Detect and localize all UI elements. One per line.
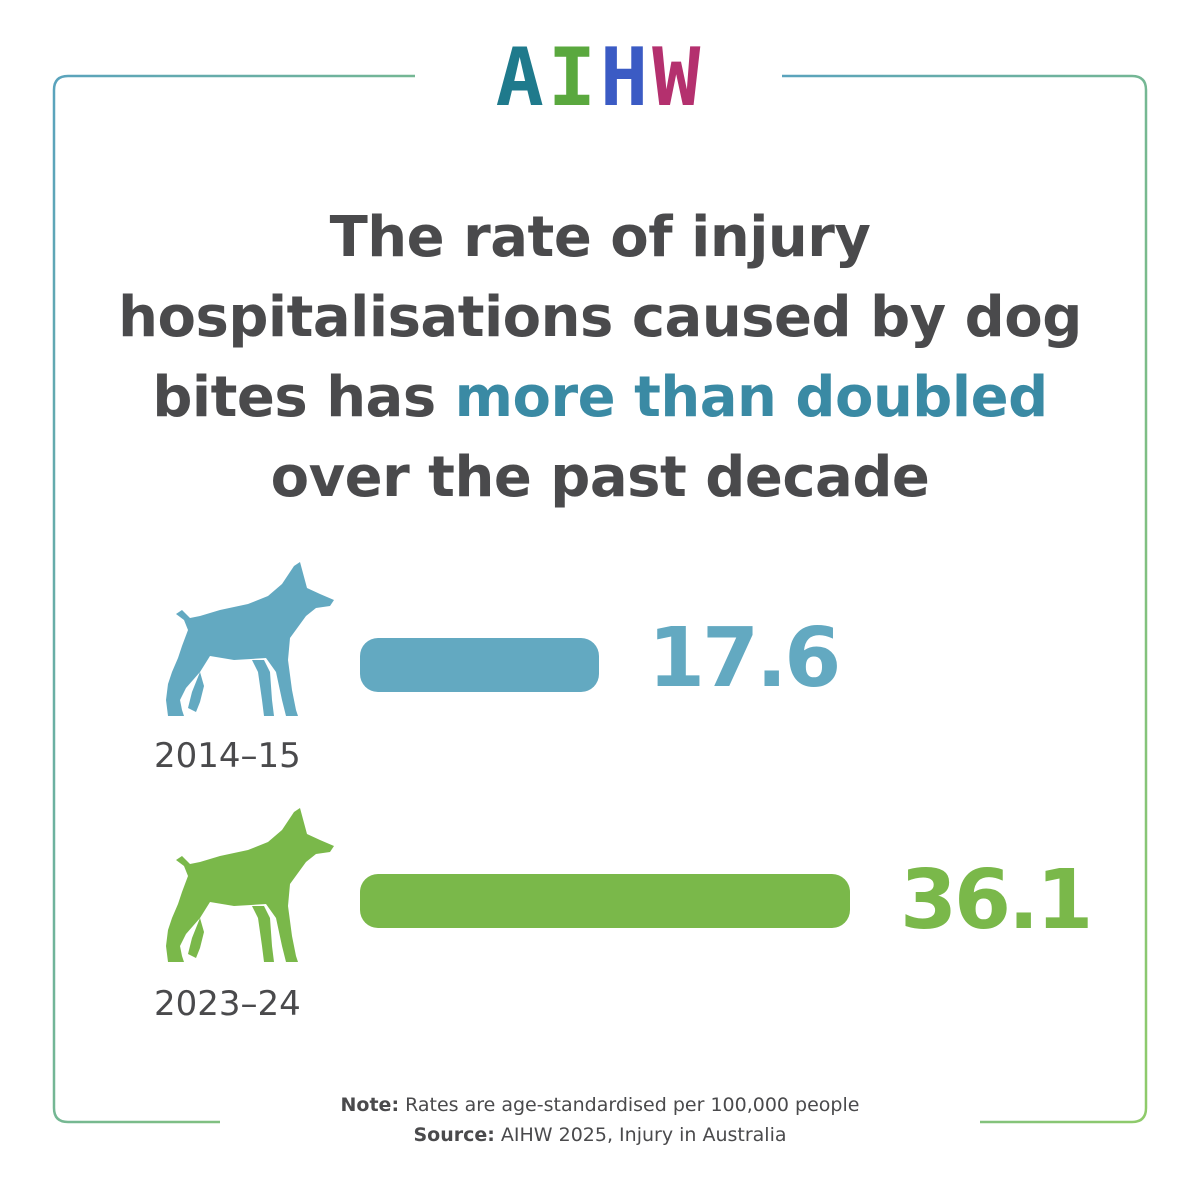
value-label: 17.6	[648, 611, 841, 706]
bar	[360, 638, 599, 692]
source-label: Source:	[413, 1124, 495, 1146]
headline-line-2: hospitalisations caused by dog	[118, 285, 1082, 350]
headline: The rate of injury hospitalisations caus…	[100, 198, 1100, 518]
headline-line-4: over the past decade	[270, 445, 930, 510]
headline-line-3: bites has more than doubled	[100, 358, 1100, 438]
dog-icon	[166, 562, 334, 716]
bar	[360, 874, 850, 928]
source-text: AIHW 2025, Injury in Australia	[494, 1124, 787, 1146]
footer-source: Source: AIHW 2025, Injury in Australia	[200, 1120, 1000, 1150]
logo-letter-w: W	[652, 31, 705, 124]
footer-note: Note: Rates are age-standardised per 100…	[200, 1090, 1000, 1120]
value-label: 36.1	[900, 853, 1093, 948]
note-text: Rates are age-standardised per 100,000 p…	[399, 1094, 860, 1116]
dog-icon	[166, 808, 334, 962]
logo-letter-h: H	[600, 31, 653, 124]
note-label: Note:	[340, 1094, 400, 1116]
year-label: 2023–24	[154, 984, 301, 1024]
logo-letter-i: I	[547, 31, 600, 124]
headline-highlight: more than doubled	[454, 365, 1048, 430]
logo-letter-a: A	[495, 31, 548, 124]
headline-line-3-start: bites has	[152, 365, 455, 430]
headline-line-1: The rate of injury	[329, 205, 871, 270]
aihw-logo: AIHW	[420, 28, 780, 128]
year-label: 2014–15	[154, 736, 301, 776]
